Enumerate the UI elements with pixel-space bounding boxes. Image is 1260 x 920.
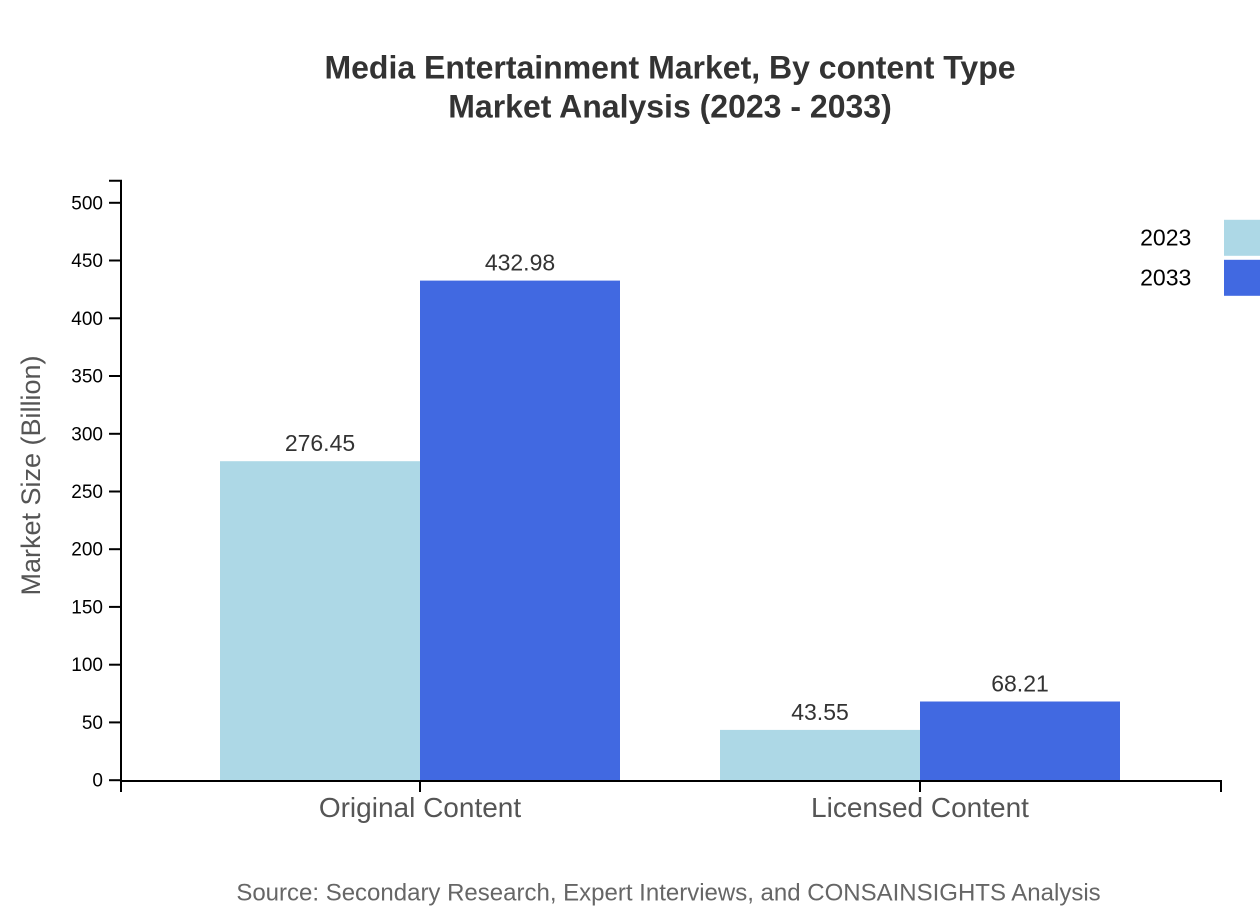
- svg-text:150: 150: [71, 597, 103, 618]
- svg-text:68.21: 68.21: [991, 671, 1049, 697]
- svg-text:Original Content: Original Content: [319, 792, 522, 823]
- svg-text:Market Analysis (2023 - 2033): Market Analysis (2023 - 2033): [448, 89, 892, 125]
- svg-text:276.45: 276.45: [285, 430, 355, 456]
- svg-text:Source: Secondary Research, Ex: Source: Secondary Research, Expert Inter…: [236, 880, 1100, 907]
- svg-text:2033: 2033: [1140, 265, 1191, 291]
- svg-text:0: 0: [92, 771, 103, 792]
- svg-text:400: 400: [71, 309, 103, 330]
- svg-text:50: 50: [82, 713, 103, 734]
- svg-text:200: 200: [71, 540, 103, 561]
- svg-text:2023: 2023: [1140, 225, 1191, 251]
- svg-text:250: 250: [71, 482, 103, 503]
- svg-text:43.55: 43.55: [791, 699, 849, 725]
- svg-text:432.98: 432.98: [485, 250, 555, 276]
- svg-text:450: 450: [71, 251, 103, 272]
- svg-text:300: 300: [71, 424, 103, 445]
- svg-text:Licensed Content: Licensed Content: [811, 792, 1029, 823]
- svg-text:Media Entertainment Market, By: Media Entertainment Market, By content T…: [324, 50, 1015, 86]
- svg-text:100: 100: [71, 655, 103, 676]
- svg-text:500: 500: [71, 193, 103, 214]
- svg-text:Market Size (Billion): Market Size (Billion): [16, 355, 46, 595]
- svg-text:350: 350: [71, 367, 103, 388]
